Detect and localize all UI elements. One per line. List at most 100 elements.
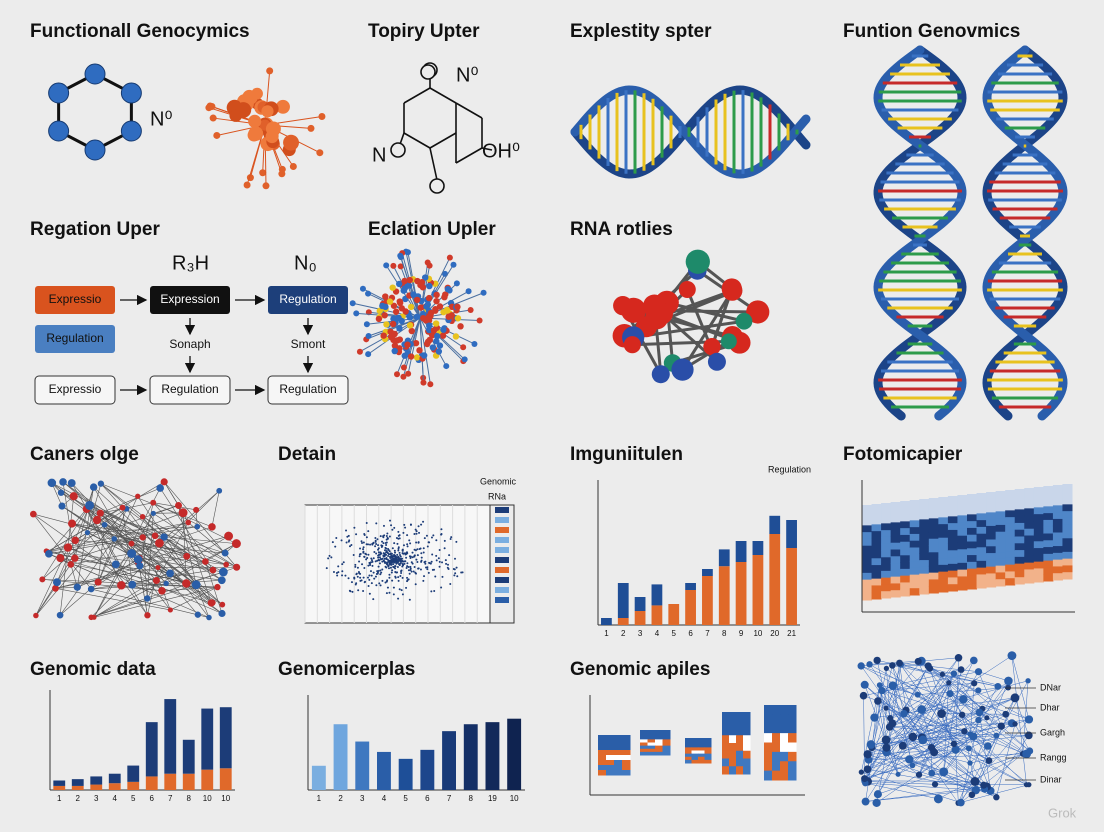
cell (986, 525, 997, 534)
bar (201, 708, 214, 770)
cell (890, 569, 901, 578)
edge (864, 665, 929, 781)
panel-title: Functionall Genocymics (30, 21, 250, 42)
edge (170, 586, 218, 611)
edge (178, 505, 197, 585)
atom (454, 315, 462, 322)
cell (780, 714, 789, 725)
point (394, 551, 397, 554)
cell (640, 742, 648, 747)
flow-text: Regulation (279, 292, 336, 306)
node (874, 697, 882, 705)
cell (1062, 551, 1073, 560)
atom (209, 114, 217, 122)
point (384, 541, 387, 544)
cell (938, 497, 949, 505)
flow-box (35, 286, 115, 314)
point (357, 570, 360, 573)
cell (890, 583, 901, 591)
cell (862, 552, 873, 560)
node (194, 611, 201, 618)
x-tick-label: 19 (488, 794, 497, 803)
edge (958, 680, 1009, 804)
point (433, 568, 436, 571)
point (379, 573, 382, 576)
node (961, 728, 968, 735)
point (412, 570, 415, 573)
point (409, 565, 412, 568)
edge (71, 482, 167, 584)
node (193, 506, 200, 513)
dna-strand (570, 85, 811, 179)
point (382, 536, 385, 539)
node (71, 536, 80, 545)
point (362, 546, 365, 549)
bar (108, 773, 121, 784)
cell (1062, 484, 1073, 492)
cell (764, 761, 773, 772)
cell (764, 723, 773, 734)
point (383, 549, 386, 552)
edge (979, 712, 991, 791)
edge (91, 584, 197, 618)
point (350, 581, 353, 584)
legend-swatch (495, 527, 509, 533)
point (401, 559, 404, 562)
cell (900, 555, 911, 563)
node (975, 687, 982, 694)
point (422, 547, 425, 550)
cell (881, 536, 892, 545)
flow-arrows (120, 294, 314, 396)
point (334, 545, 337, 548)
cell (995, 524, 1006, 533)
cell (743, 766, 751, 775)
point (406, 562, 409, 565)
point (358, 553, 361, 556)
cell (957, 501, 968, 510)
edge (892, 665, 905, 714)
cell (986, 573, 997, 581)
cell (909, 500, 920, 508)
cell (729, 743, 737, 752)
cell (622, 755, 631, 761)
cell (900, 507, 911, 516)
point (370, 574, 373, 577)
node (888, 681, 898, 690)
cell (957, 515, 968, 523)
cell (1005, 490, 1016, 498)
atom (443, 306, 451, 314)
point (372, 557, 375, 560)
point (379, 584, 382, 587)
point (337, 571, 340, 574)
node (1026, 782, 1032, 788)
point (424, 562, 427, 565)
node (928, 769, 936, 777)
network-label: DNar (1040, 682, 1061, 692)
atom (248, 114, 262, 128)
point (406, 543, 409, 546)
cell (606, 770, 615, 776)
point (409, 555, 412, 558)
point (386, 586, 389, 589)
cell (909, 561, 920, 569)
chain (407, 317, 421, 374)
cell (900, 568, 911, 577)
edge (865, 657, 959, 802)
x-tick-label: 3 (638, 629, 643, 638)
cell (1052, 512, 1063, 520)
edge (921, 660, 989, 747)
point (353, 526, 356, 529)
cell (1024, 508, 1035, 516)
point (385, 547, 388, 550)
bar (398, 758, 413, 790)
cell (640, 730, 648, 734)
point (379, 558, 382, 561)
atom (400, 364, 407, 371)
cell (928, 579, 939, 587)
atom (401, 277, 408, 285)
node (57, 489, 65, 496)
point (437, 557, 440, 560)
cell (1014, 563, 1025, 571)
point (400, 570, 403, 573)
